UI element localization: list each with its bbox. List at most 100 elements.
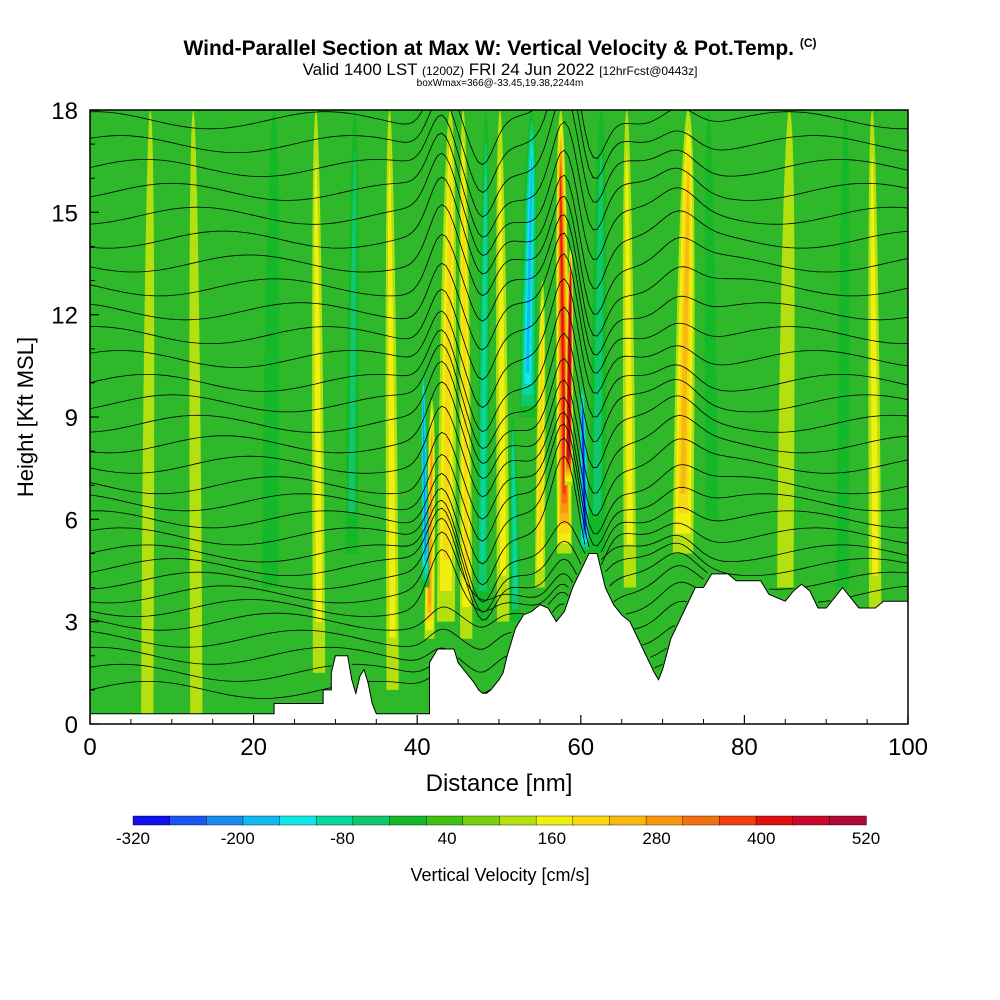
x-tick-label: 100 xyxy=(888,734,928,761)
velocity-band xyxy=(141,110,155,714)
x-tick-label: 80 xyxy=(731,734,758,761)
theta-contour xyxy=(90,174,908,289)
theta-contour xyxy=(90,195,908,315)
theta-contour xyxy=(90,646,667,673)
velocity-band xyxy=(428,434,433,605)
velocity-band xyxy=(870,156,879,576)
theta-contour xyxy=(90,455,908,586)
theta-contour xyxy=(90,110,908,218)
colorbar-swatch xyxy=(572,815,611,826)
x-tick-label: 0 xyxy=(83,734,96,761)
velocity-band xyxy=(388,162,396,638)
theta-contour xyxy=(90,149,908,261)
x-tick-label: 60 xyxy=(567,734,594,761)
title-unit: (C) xyxy=(799,36,817,50)
colorbar-swatch xyxy=(132,815,171,826)
theta-contour xyxy=(90,517,908,621)
theta-contour xyxy=(90,423,908,547)
theta-contour xyxy=(90,531,908,604)
colorbar-tick-label: -80 xyxy=(330,829,355,848)
x-tick-label: 20 xyxy=(240,734,267,761)
colorbar-swatch xyxy=(426,815,464,826)
y-tick-label: 0 xyxy=(65,712,78,739)
theta-contour xyxy=(90,110,908,166)
theta-contour xyxy=(90,411,908,535)
colorbar-label: Vertical Velocity [cm/s] xyxy=(410,865,589,885)
colorbar-swatch xyxy=(206,815,244,826)
theta-contour xyxy=(90,603,676,650)
colorbar-swatch xyxy=(535,815,574,826)
y-tick-label: 9 xyxy=(65,405,78,432)
theta-contour xyxy=(90,357,908,469)
velocity-band xyxy=(582,409,586,527)
velocity-band xyxy=(314,160,323,623)
theta-contour xyxy=(90,379,908,494)
forecast-info: [12hrFcst@0443z] xyxy=(599,64,698,78)
colorbar-tick-label: 280 xyxy=(642,829,670,848)
theta-contour xyxy=(90,592,688,631)
colorbar-swatch xyxy=(645,815,684,826)
colorbar-tick-label: -320 xyxy=(116,829,150,848)
theta-contour xyxy=(90,278,908,408)
velocity-band xyxy=(777,110,795,588)
theta-contour xyxy=(90,663,663,694)
colorbar-swatch xyxy=(242,815,281,826)
y-tick-label: 15 xyxy=(51,200,78,227)
title-main: Wind-Parallel Section at Max W: Vertical… xyxy=(183,37,794,60)
theta-contour xyxy=(90,332,908,450)
theta-contour xyxy=(90,507,908,613)
colorbar-tick-label: 520 xyxy=(852,829,880,848)
colorbar-swatch xyxy=(609,815,647,826)
colorbar-swatch xyxy=(462,815,501,826)
colorbar-swatch xyxy=(829,815,867,826)
velocity-band xyxy=(261,110,280,588)
y-axis-label: Height [Kft MSL] xyxy=(13,337,38,497)
colorbar-swatch xyxy=(682,815,721,826)
colorbar-tick-label: 160 xyxy=(538,829,566,848)
y-tick-label: 6 xyxy=(65,507,78,534)
colorbar-swatch xyxy=(389,815,427,826)
colorbar-tick-label: 40 xyxy=(438,829,457,848)
velocity-band xyxy=(348,149,357,514)
terrain-mask xyxy=(90,552,908,724)
colorbar-swatch xyxy=(719,815,757,826)
y-tick-label: 3 xyxy=(65,610,78,637)
colorbar-swatch xyxy=(499,815,537,826)
velocity-band xyxy=(704,110,718,520)
velocity-band xyxy=(538,317,544,551)
theta-contour xyxy=(90,253,908,381)
box-info: boxWmax=366@-33.45,19.38,2244m xyxy=(416,78,584,89)
y-tick-label: 18 xyxy=(51,98,78,125)
velocity-band xyxy=(462,173,469,576)
x-tick-label: 40 xyxy=(404,734,431,761)
velocity-band xyxy=(680,169,690,494)
velocity-band xyxy=(625,152,633,545)
colorbar-tick-label: -200 xyxy=(221,829,255,848)
colorbar-tick-label: 400 xyxy=(747,829,775,848)
velocity-band xyxy=(512,441,517,598)
y-tick-label: 12 xyxy=(51,303,78,330)
theta-contour xyxy=(90,499,908,603)
theta-contour xyxy=(90,121,908,238)
velocity-band xyxy=(593,149,604,514)
theta-contour xyxy=(90,214,908,337)
velocity-band xyxy=(189,110,203,714)
colorbar-swatch xyxy=(279,815,317,826)
valid-utc: (1200Z) xyxy=(421,64,465,78)
velocity-band xyxy=(525,154,533,373)
theta-contour xyxy=(90,110,908,193)
theta-contour xyxy=(90,396,908,516)
theta-contour xyxy=(90,306,908,433)
colorbar-swatch xyxy=(169,815,207,826)
theta-contour xyxy=(90,549,696,617)
velocity-band xyxy=(836,110,850,588)
chart-title: Wind-Parallel Section at Max W: Vertical… xyxy=(0,36,1000,61)
colorbar-swatch xyxy=(316,815,354,826)
x-axis-label: Distance [nm] xyxy=(426,770,573,797)
valid-date: FRI 24 Jun 2022 xyxy=(468,60,595,79)
theta-contour xyxy=(90,437,908,565)
colorbar-swatch xyxy=(755,815,794,826)
colorbar-swatch xyxy=(792,815,831,826)
